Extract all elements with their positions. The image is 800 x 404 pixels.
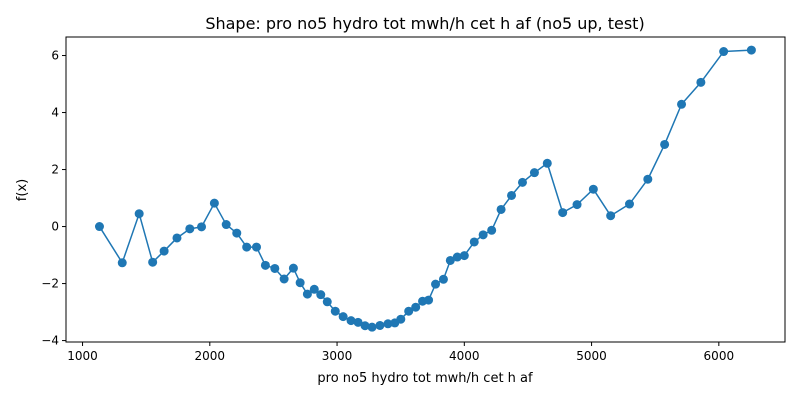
x-tick-label: 3000 — [322, 349, 353, 363]
axes-frame — [65, 36, 786, 343]
data-point — [232, 228, 242, 238]
y-tick-label: 0 — [51, 220, 59, 234]
data-point — [606, 211, 616, 221]
data-point — [404, 306, 414, 316]
x-tick-label: 5000 — [576, 349, 607, 363]
data-point — [507, 190, 517, 200]
data-point — [159, 246, 169, 256]
data-point — [478, 230, 488, 240]
data-point — [134, 209, 144, 219]
data-point — [431, 279, 441, 289]
data-point — [252, 242, 261, 252]
data-point — [279, 274, 289, 284]
data-point — [375, 320, 385, 330]
data-point — [330, 306, 340, 316]
data-point — [643, 174, 653, 184]
data-point — [424, 295, 434, 305]
data-point — [572, 200, 582, 210]
x-tick-label: 6000 — [704, 349, 735, 363]
data-point — [660, 139, 670, 149]
x-tick-label: 2000 — [195, 349, 226, 363]
data-point — [197, 222, 207, 232]
x-tick-label: 1000 — [67, 349, 98, 363]
data-point — [316, 290, 326, 300]
y-tick-label: 4 — [51, 106, 59, 120]
data-point — [209, 198, 219, 208]
data-point — [438, 274, 448, 284]
data-layer — [94, 45, 756, 332]
data-point — [295, 278, 305, 288]
data-point — [148, 257, 158, 267]
data-point — [469, 237, 479, 247]
data-point — [270, 263, 280, 273]
data-point — [383, 319, 393, 329]
x-axis-label: pro no5 hydro tot mwh/h cet h af — [317, 371, 533, 386]
data-point — [185, 224, 195, 234]
y-tick-label: 6 — [51, 49, 59, 63]
data-point — [588, 184, 598, 194]
data-point — [396, 314, 406, 324]
data-point — [288, 263, 298, 273]
data-point — [172, 233, 182, 243]
data-point — [360, 321, 370, 331]
data-point — [260, 260, 270, 270]
data-point — [221, 220, 231, 230]
data-point — [242, 242, 252, 252]
y-axis-label: f(x) — [15, 179, 30, 201]
data-point — [445, 255, 455, 265]
data-point — [746, 45, 756, 55]
data-point — [529, 168, 539, 178]
chart-title: Shape: pro no5 hydro tot mwh/h cet h af … — [205, 14, 644, 33]
data-point — [677, 99, 687, 109]
data-point — [558, 208, 568, 218]
data-point — [719, 47, 729, 57]
data-point — [459, 251, 469, 261]
data-point — [487, 225, 497, 235]
data-point — [302, 289, 312, 299]
axis-ticks: 1000 2000 3000 4000 5000 6000 −4 −2 0 2 4 6 — [41, 49, 734, 363]
data-point — [496, 204, 506, 214]
data-point — [338, 312, 348, 322]
data-point — [696, 77, 706, 87]
y-tick-label: 2 — [51, 163, 59, 177]
data-point — [452, 252, 462, 262]
data-point — [517, 177, 527, 187]
data-point — [346, 316, 356, 326]
data-point — [309, 284, 319, 294]
data-point — [117, 258, 127, 268]
data-point — [94, 222, 104, 232]
x-tick-label: 4000 — [449, 349, 480, 363]
y-tick-label: −2 — [41, 277, 59, 291]
data-point — [542, 158, 552, 168]
data-point — [353, 317, 363, 327]
data-point — [367, 322, 377, 332]
y-tick-label: −4 — [41, 334, 59, 348]
data-point — [322, 297, 332, 307]
data-point — [411, 302, 421, 312]
data-point — [624, 199, 634, 209]
